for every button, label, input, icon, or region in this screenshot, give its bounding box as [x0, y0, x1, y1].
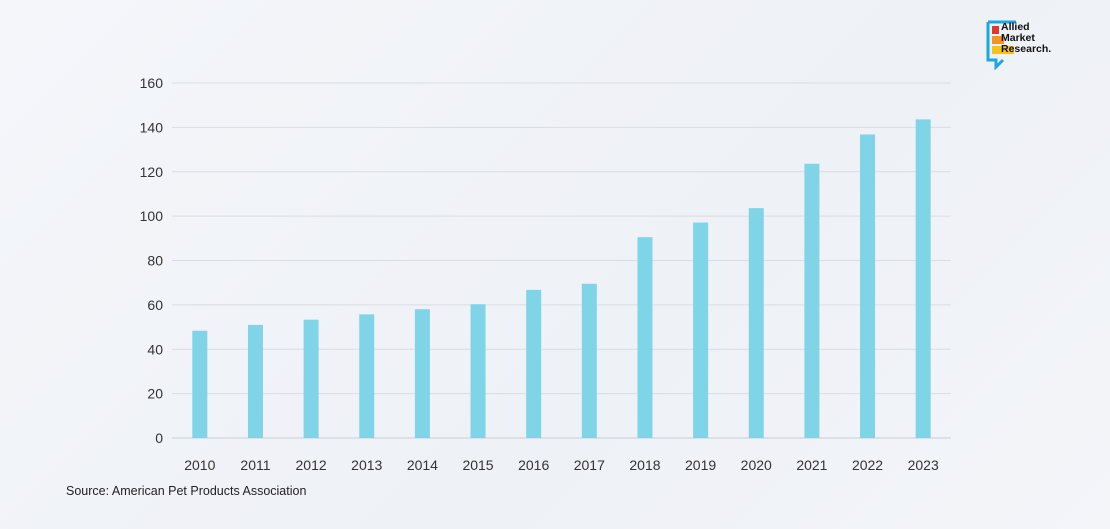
- bar-2022: [860, 134, 876, 438]
- y-tick-label: 120: [140, 164, 164, 180]
- bar-2013: [359, 314, 375, 438]
- bar-2014: [414, 309, 430, 438]
- bar-2015: [470, 304, 486, 438]
- y-tick-label: 140: [140, 119, 164, 135]
- x-tick-label: 2014: [407, 457, 438, 473]
- bar-2020: [748, 208, 764, 438]
- x-tick-label: 2012: [296, 457, 327, 473]
- x-tick-label: 2018: [629, 457, 660, 473]
- y-tick-label: 60: [147, 297, 163, 313]
- bar-2023: [915, 119, 931, 438]
- y-tick-label: 100: [140, 208, 164, 224]
- bar-2021: [804, 163, 820, 438]
- x-tick-label: 2010: [184, 457, 215, 473]
- x-tick-label: 2021: [796, 457, 827, 473]
- x-tick-label: 2023: [908, 457, 939, 473]
- logo-line: Research.: [1001, 43, 1052, 55]
- x-tick-label: 2022: [852, 457, 883, 473]
- bar-2017: [581, 283, 597, 438]
- logo-line: Allied: [1001, 21, 1030, 33]
- bar-2011: [247, 324, 263, 438]
- logo-line: Market: [1001, 32, 1035, 44]
- y-tick-label: 80: [147, 253, 163, 269]
- x-tick-label: 2013: [351, 457, 382, 473]
- y-tick-label: 0: [155, 430, 163, 446]
- x-tick-label: 2011: [240, 457, 270, 473]
- y-tick-label: 40: [147, 341, 163, 357]
- bar-2016: [526, 289, 542, 438]
- x-tick-label: 2017: [574, 457, 605, 473]
- y-tick-label: 20: [147, 386, 163, 402]
- x-tick-label: 2016: [518, 457, 549, 473]
- x-tick-label: 2019: [685, 457, 716, 473]
- bar-2019: [693, 222, 709, 438]
- x-tick-label: 2015: [462, 457, 493, 473]
- bar-2010: [192, 330, 208, 438]
- bar-2018: [637, 237, 653, 438]
- y-tick-label: 160: [140, 75, 164, 91]
- allied-market-research-logo: Allied Market Research.: [986, 20, 1076, 70]
- x-tick-label: 2020: [741, 457, 772, 473]
- bar-2012: [303, 319, 319, 438]
- source-note: Source: American Pet Products Associatio…: [66, 484, 307, 498]
